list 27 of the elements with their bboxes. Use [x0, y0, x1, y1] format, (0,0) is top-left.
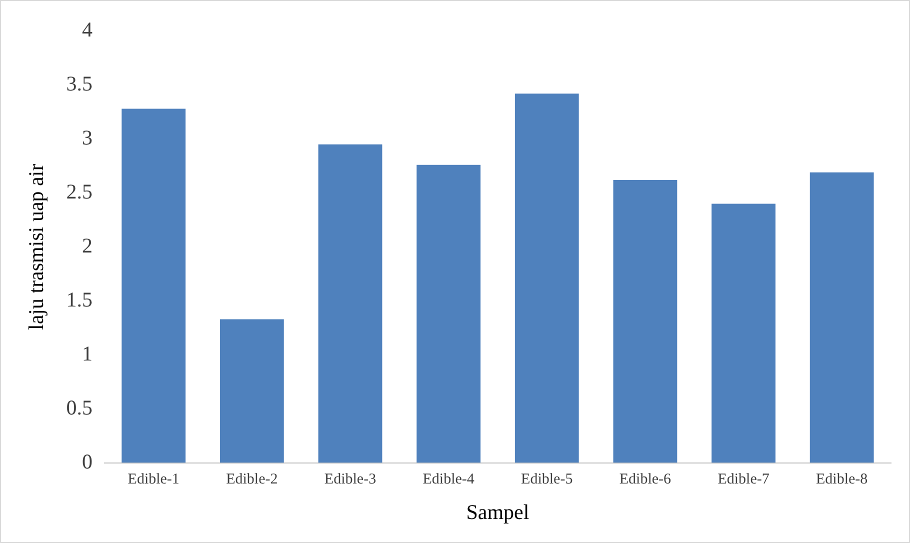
x-tick-label: Edible-5 [521, 472, 573, 488]
y-tick-label: 3 [82, 125, 92, 150]
y-tick-label: 0 [82, 449, 92, 474]
bar [712, 204, 776, 463]
bar [514, 94, 579, 463]
y-axis-title: laju trasmisi uap air [24, 164, 48, 330]
x-tick-label: Edible-1 [128, 472, 180, 488]
bar [220, 319, 284, 463]
y-tick-label: 2 [82, 233, 92, 258]
x-tick-label: Edible-3 [324, 472, 376, 488]
y-tick-label: 0.5 [66, 395, 92, 420]
x-tick-label: Edible-4 [422, 472, 475, 488]
x-axis-title: Sampel [466, 500, 530, 524]
x-tick-label: Edible-6 [619, 472, 672, 488]
x-tick-label: Edible-8 [816, 472, 868, 488]
bar [122, 108, 186, 463]
bar [613, 180, 678, 463]
y-tick-label: 2.5 [66, 179, 92, 204]
y-tick-label: 4 [82, 18, 93, 42]
bar [416, 164, 481, 463]
bar [318, 144, 382, 463]
bar [810, 172, 874, 463]
y-tick-label: 3.5 [66, 71, 92, 96]
y-tick-label: 1.5 [66, 287, 92, 312]
y-tick-label: 1 [82, 341, 92, 366]
x-tick-label: Edible-7 [718, 472, 770, 488]
x-tick-label: Edible-2 [226, 472, 278, 488]
